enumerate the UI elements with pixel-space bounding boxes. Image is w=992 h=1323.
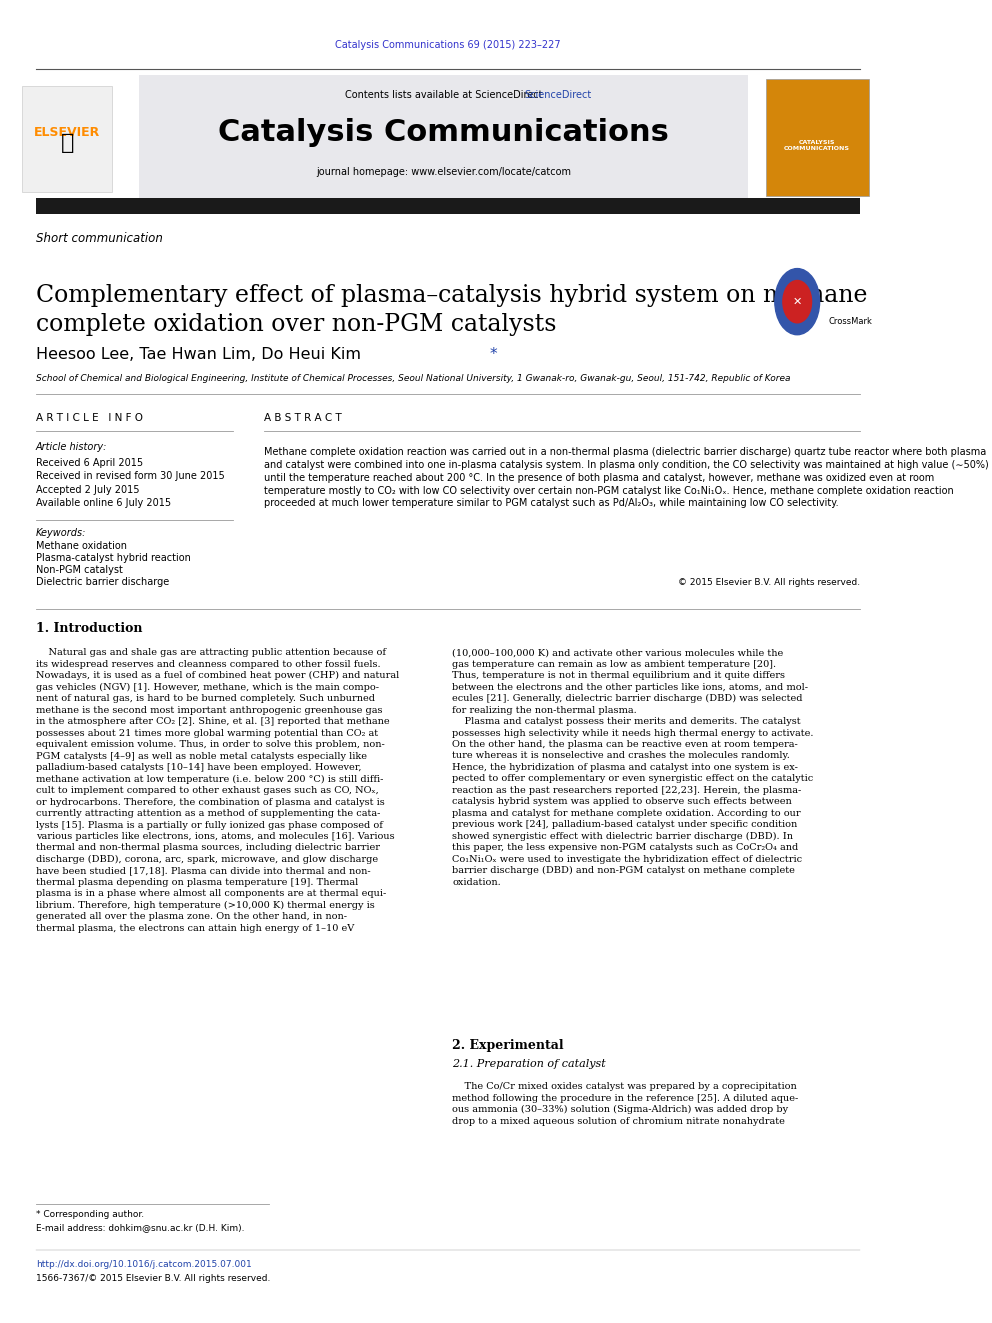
Text: Plasma-catalyst hybrid reaction: Plasma-catalyst hybrid reaction bbox=[36, 553, 190, 564]
Text: 1. Introduction: 1. Introduction bbox=[36, 622, 142, 635]
Text: Methane complete oxidation reaction was carried out in a non-thermal plasma (die: Methane complete oxidation reaction was … bbox=[264, 447, 989, 508]
Text: Complementary effect of plasma–catalysis hybrid system on methane
complete oxida: Complementary effect of plasma–catalysis… bbox=[36, 284, 867, 336]
Text: 🌳: 🌳 bbox=[61, 132, 73, 153]
Text: Heesoo Lee, Tae Hwan Lim, Do Heui Kim: Heesoo Lee, Tae Hwan Lim, Do Heui Kim bbox=[36, 347, 366, 363]
Text: Catalysis Communications 69 (2015) 223–227: Catalysis Communications 69 (2015) 223–2… bbox=[335, 40, 560, 50]
Text: © 2015 Elsevier B.V. All rights reserved.: © 2015 Elsevier B.V. All rights reserved… bbox=[678, 578, 860, 586]
Text: Dielectric barrier discharge: Dielectric barrier discharge bbox=[36, 577, 169, 587]
Text: Non-PGM catalyst: Non-PGM catalyst bbox=[36, 565, 123, 576]
Text: A B S T R A C T: A B S T R A C T bbox=[264, 413, 342, 423]
Text: E-mail address: dohkim@snu.ac.kr (D.H. Kim).: E-mail address: dohkim@snu.ac.kr (D.H. K… bbox=[36, 1224, 244, 1232]
FancyBboxPatch shape bbox=[766, 79, 869, 196]
Text: The Co/Cr mixed oxides catalyst was prepared by a coprecipitation
method followi: The Co/Cr mixed oxides catalyst was prep… bbox=[452, 1082, 799, 1126]
Text: *: * bbox=[489, 347, 497, 363]
Text: http://dx.doi.org/10.1016/j.catcom.2015.07.001: http://dx.doi.org/10.1016/j.catcom.2015.… bbox=[36, 1261, 252, 1269]
Text: Methane oxidation: Methane oxidation bbox=[36, 541, 127, 552]
Text: * Corresponding author.: * Corresponding author. bbox=[36, 1211, 144, 1218]
Text: 1566-7367/© 2015 Elsevier B.V. All rights reserved.: 1566-7367/© 2015 Elsevier B.V. All right… bbox=[36, 1274, 270, 1282]
Text: A R T I C L E   I N F O: A R T I C L E I N F O bbox=[36, 413, 143, 423]
Text: Contents lists available at ScienceDirect: Contents lists available at ScienceDirec… bbox=[344, 90, 543, 101]
Text: Article history:: Article history: bbox=[36, 442, 107, 452]
Text: School of Chemical and Biological Engineering, Institute of Chemical Processes, : School of Chemical and Biological Engine… bbox=[36, 374, 791, 382]
Text: Accepted 2 July 2015: Accepted 2 July 2015 bbox=[36, 484, 139, 495]
Text: ELSEVIER: ELSEVIER bbox=[34, 126, 100, 139]
Text: Available online 6 July 2015: Available online 6 July 2015 bbox=[36, 497, 171, 508]
Circle shape bbox=[783, 280, 811, 323]
Text: Received in revised form 30 June 2015: Received in revised form 30 June 2015 bbox=[36, 471, 224, 482]
Text: CATALYSIS
COMMUNICATIONS: CATALYSIS COMMUNICATIONS bbox=[784, 140, 850, 151]
FancyBboxPatch shape bbox=[36, 198, 860, 214]
Text: Keywords:: Keywords: bbox=[36, 528, 86, 538]
FancyBboxPatch shape bbox=[23, 86, 112, 192]
Text: ScienceDirect: ScienceDirect bbox=[525, 90, 591, 101]
Text: CrossMark: CrossMark bbox=[828, 318, 872, 325]
Text: ✕: ✕ bbox=[793, 296, 802, 307]
Text: Natural gas and shale gas are attracting public attention because of
its widespr: Natural gas and shale gas are attracting… bbox=[36, 648, 399, 933]
FancyBboxPatch shape bbox=[139, 75, 748, 205]
Text: 2.1. Preparation of catalyst: 2.1. Preparation of catalyst bbox=[452, 1058, 606, 1069]
Text: journal homepage: www.elsevier.com/locate/catcom: journal homepage: www.elsevier.com/locat… bbox=[315, 167, 571, 177]
Text: Short communication: Short communication bbox=[36, 232, 163, 245]
Text: (10,000–100,000 K) and activate other various molecules while the
gas temperatur: (10,000–100,000 K) and activate other va… bbox=[452, 648, 813, 886]
Text: Catalysis Communications: Catalysis Communications bbox=[218, 118, 669, 147]
Text: 2. Experimental: 2. Experimental bbox=[452, 1039, 564, 1052]
Text: Received 6 April 2015: Received 6 April 2015 bbox=[36, 458, 143, 468]
Circle shape bbox=[775, 269, 819, 335]
